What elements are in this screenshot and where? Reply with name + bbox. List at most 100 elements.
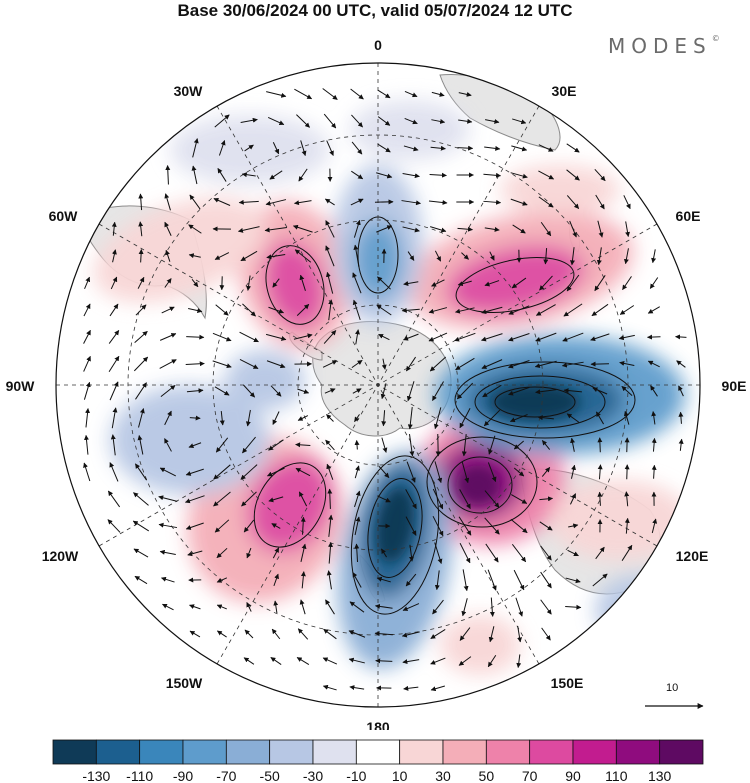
lon-label-150e: 150E (551, 675, 584, 691)
wind-vector (461, 252, 469, 260)
wind-vector (218, 140, 226, 156)
wind-vector (487, 654, 497, 668)
wind-vector (354, 490, 361, 508)
wind-vector (540, 545, 552, 561)
wind-vector (355, 329, 360, 345)
wind-vector (164, 193, 171, 211)
wind-vector (110, 276, 118, 290)
wind-vector (273, 573, 279, 587)
colorbar-cell (225, 739, 271, 765)
wind-vector (297, 628, 309, 640)
colorbar-cell (95, 739, 141, 765)
wind-vector (430, 145, 446, 151)
wind-vector (107, 519, 121, 533)
wind-vector (134, 330, 148, 344)
wind-vector (239, 358, 259, 370)
wind-vector (590, 333, 610, 342)
wind-vector (461, 461, 470, 484)
wind-vector (405, 356, 417, 372)
wind-vector (298, 491, 308, 507)
wind-vector (434, 250, 442, 262)
wind-vector (402, 603, 420, 611)
wind-vector (675, 334, 687, 340)
wind-vector (352, 272, 362, 294)
wind-vector (434, 542, 443, 564)
wind-vector (430, 657, 446, 665)
wind-vector (138, 221, 144, 237)
wind-vector (188, 307, 203, 313)
wind-vector (161, 306, 175, 314)
wind-vector (458, 118, 473, 124)
wind-vector (265, 333, 287, 341)
modes-logo: MODES© (608, 34, 720, 58)
wind-vector (109, 303, 119, 317)
wind-vector (84, 434, 89, 455)
wind-vector (570, 464, 576, 479)
wind-vector (592, 573, 608, 587)
wind-vector (401, 307, 420, 313)
colorbar-cell (529, 739, 574, 765)
wind-vector (540, 571, 552, 589)
wind-vector (191, 165, 198, 185)
wind-vector (270, 657, 282, 665)
wind-vector (650, 385, 658, 397)
wind-vector (377, 116, 391, 126)
wind-vector (488, 435, 496, 455)
wind-vector (213, 464, 231, 480)
wind-vector (508, 360, 530, 369)
wind-vector (403, 145, 419, 152)
wind-vector (595, 546, 605, 560)
wind-vector (619, 360, 635, 366)
wind-vector (328, 514, 334, 537)
colorbar-tick-label: 130 (648, 768, 672, 783)
wind-vector (508, 386, 530, 396)
wind-vector (515, 597, 524, 617)
wind-vector (216, 630, 227, 638)
lon-label-90w: 90W (6, 378, 36, 394)
wind-vector (266, 253, 286, 260)
colorbar-tick-label: 10 (392, 768, 408, 783)
wind-vector (402, 226, 420, 233)
wind-vector (244, 144, 254, 152)
lon-label-120e: 120E (676, 548, 709, 564)
wind-vector (351, 359, 363, 369)
colorbar-tick-label: -30 (303, 768, 323, 783)
wind-vector (268, 496, 284, 503)
wind-vector (325, 245, 335, 267)
wind-vector (189, 415, 201, 421)
wind-vector (134, 575, 148, 585)
wind-vector (268, 439, 284, 451)
wind-vector (484, 517, 500, 535)
wind-vector (647, 360, 660, 368)
wind-vector (481, 306, 503, 315)
wind-vector (189, 630, 201, 638)
colorbar-tick-label: -130 (82, 768, 110, 783)
wind-vector (110, 434, 116, 456)
wind-vector (513, 569, 525, 591)
wind-vector (566, 274, 580, 292)
longitude-labels: 0 30E 60E 90E 120E 150E 180 150W 120W 90… (6, 37, 747, 730)
wind-vector (432, 381, 444, 401)
wind-vector (214, 114, 230, 128)
wind-vector (377, 143, 391, 153)
wind-vector (138, 249, 144, 263)
wind-vector (649, 277, 659, 289)
wind-vector (458, 91, 472, 97)
wind-vector (325, 599, 335, 615)
wind-vector (489, 597, 495, 617)
wind-vector (651, 411, 657, 425)
wind-vector (350, 198, 364, 206)
wind-vector (351, 170, 364, 180)
wind-vector (434, 570, 440, 591)
wind-vector (327, 488, 333, 509)
wind-vector (353, 219, 361, 238)
wind-vector (543, 247, 549, 265)
wind-vector (566, 169, 580, 181)
wind-vector (406, 381, 415, 402)
wind-vector (624, 517, 630, 534)
wind-vector (535, 304, 556, 316)
wind-vector (378, 466, 390, 479)
wind-vector (325, 271, 334, 294)
wind-vector (184, 495, 205, 504)
wind-vector (297, 415, 309, 421)
